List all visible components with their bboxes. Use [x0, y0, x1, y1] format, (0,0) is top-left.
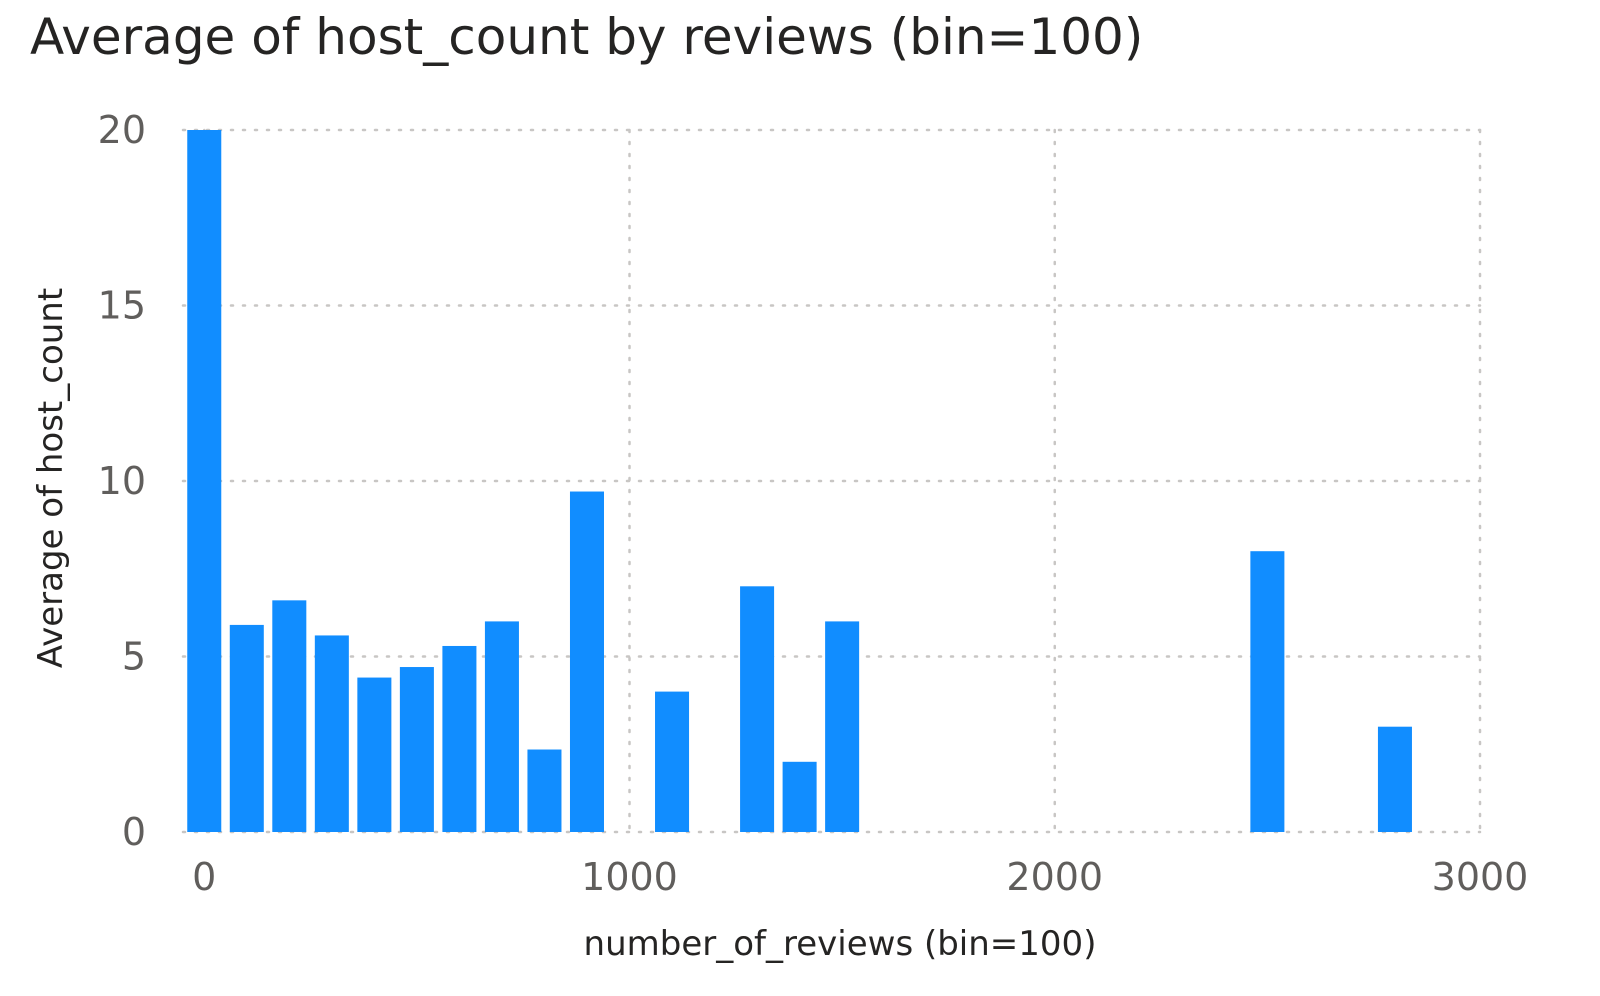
x-axis-title: number_of_reviews (bin=100)	[584, 924, 1097, 964]
x-tick-label-1000: 1000	[581, 855, 678, 899]
bar-0	[187, 130, 222, 832]
bar-100	[229, 624, 264, 832]
x-tick-label-3000: 3000	[1432, 855, 1529, 899]
bar-1300	[740, 586, 775, 832]
x-tick-label-0: 0	[192, 855, 216, 899]
y-axis-ticks: 0 5 10 15 20	[98, 108, 146, 854]
bar-700	[484, 621, 519, 832]
bar-400	[357, 677, 392, 832]
x-axis-ticks: 0 1000 2000 3000	[192, 855, 1528, 899]
y-tick-label-10: 10	[98, 459, 146, 503]
bar-2800	[1377, 726, 1412, 832]
bar-300	[314, 635, 349, 832]
bar-500	[399, 667, 434, 832]
bar-600	[442, 645, 477, 832]
y-tick-label-5: 5	[122, 635, 146, 679]
y-tick-label-20: 20	[98, 108, 146, 152]
bar-1100	[655, 691, 690, 832]
y-axis-title: Average of host_count	[31, 288, 71, 668]
bar-1400	[782, 761, 817, 832]
bar-800	[527, 749, 562, 832]
x-tick-label-2000: 2000	[1006, 855, 1103, 899]
y-tick-label-15: 15	[98, 284, 146, 328]
chart-title: Average of host_count by reviews (bin=10…	[30, 8, 1144, 66]
bars	[187, 130, 1412, 832]
bar-1500	[825, 621, 860, 832]
bar-900	[569, 491, 604, 832]
y-tick-label-0: 0	[122, 810, 146, 854]
bar-2500	[1250, 551, 1285, 832]
bar-200	[272, 600, 307, 832]
